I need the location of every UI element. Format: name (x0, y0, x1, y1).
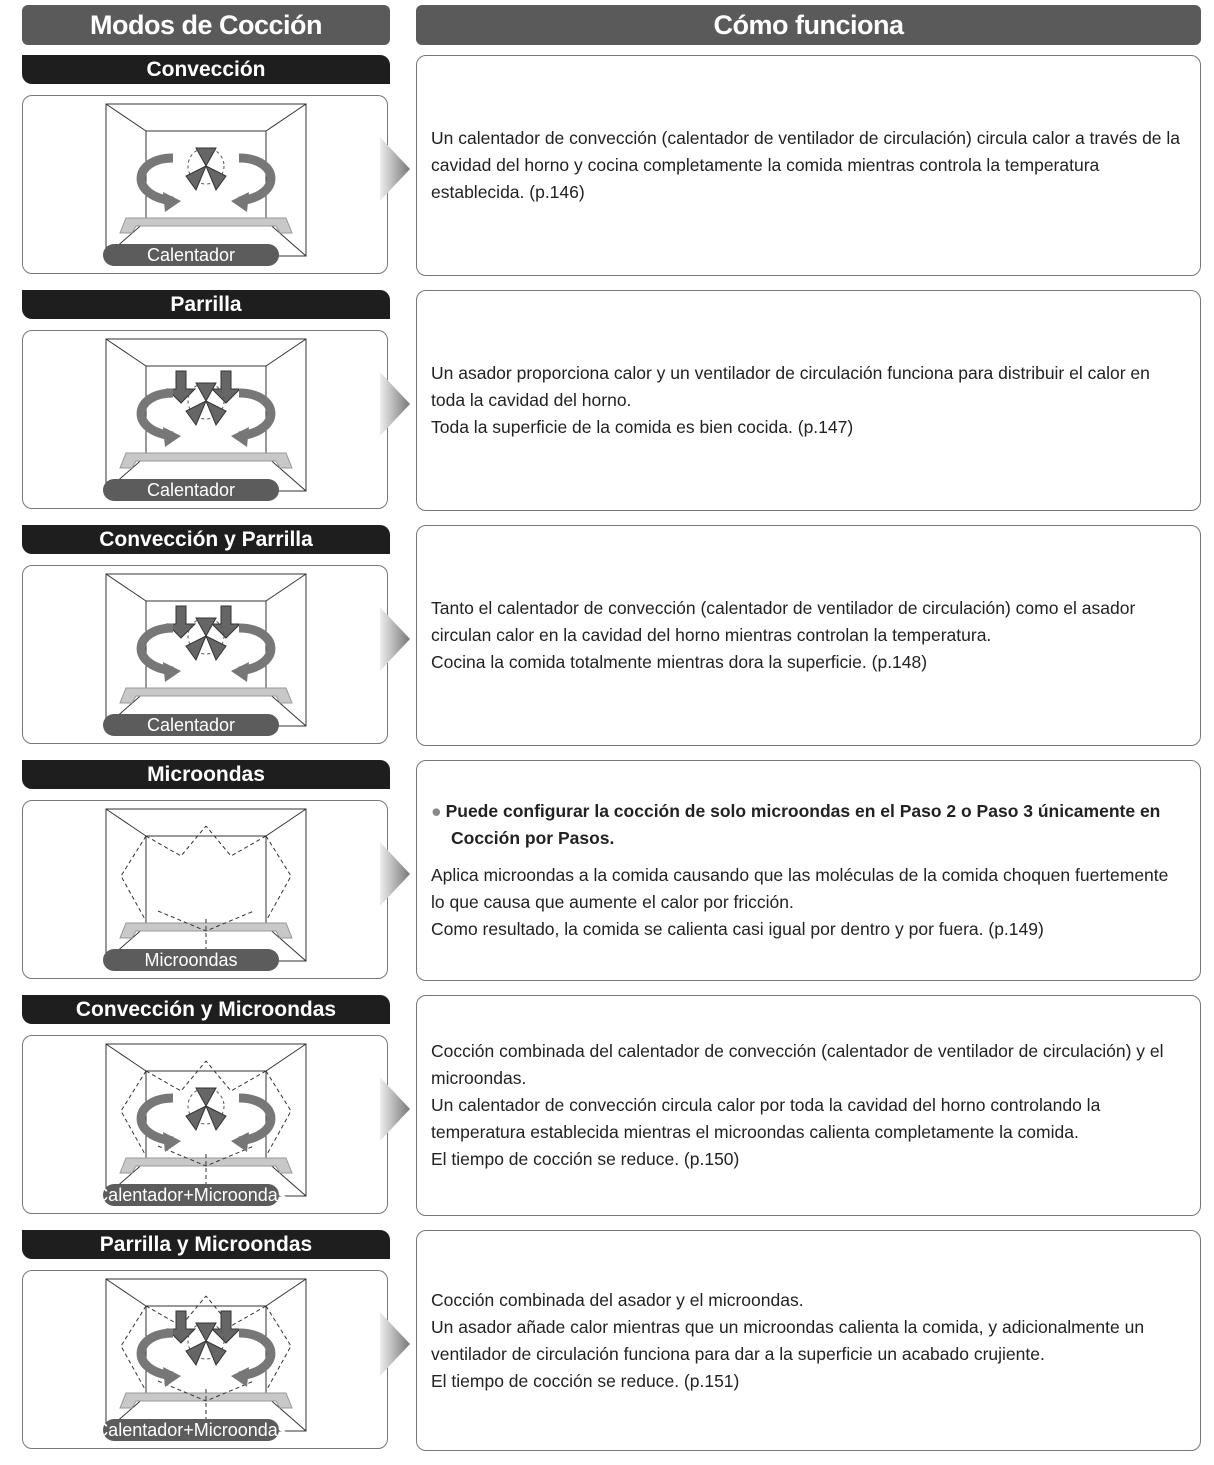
description: Cocción combinada del asador y el microo… (416, 1230, 1201, 1451)
header-right: Cómo funciona (416, 5, 1201, 45)
mode-title: Convección y Parrilla (22, 525, 390, 554)
paragraph: Un calentador de convección (calentador … (431, 128, 1181, 202)
description: Tanto el calentador de convección (calen… (416, 525, 1201, 746)
mode-row: Convección Calentador Un calentador de con… (0, 55, 1214, 290)
mode-label: Calentador (103, 244, 279, 266)
mode-title: Convección (22, 55, 390, 84)
mode-label: Calentador+Microondas (95, 1184, 287, 1206)
paragraph: Tanto el calentador de convección (calen… (431, 598, 1136, 645)
description: Puede configurar la cocción de solo micr… (416, 760, 1201, 981)
paragraph: Toda la superficie de la comida es bien … (431, 417, 854, 437)
mode-row: Convección y Microondas Calentador+Microo… (0, 995, 1214, 1230)
header-left: Modos de Cocción (22, 5, 390, 45)
mode-label: Calentador (103, 714, 279, 736)
arrow (380, 1077, 410, 1141)
paragraph: Cocción combinada del calentador de conv… (431, 1041, 1164, 1088)
illustration: Calentador+Microondas (22, 1035, 388, 1214)
mode-row: Microondas Microondas Puede configurar la … (0, 760, 1214, 995)
paragraph: Un calentador de convección circula calo… (431, 1095, 1101, 1142)
description: Un asador proporciona calor y un ventila… (416, 290, 1201, 511)
arrow (380, 1312, 410, 1376)
arrow (380, 607, 410, 671)
mode-title: Parrilla y Microondas (22, 1230, 390, 1259)
mode-row: Convección y Parrilla Calentador Tanto el … (0, 525, 1214, 760)
paragraph: El tiempo de cocción se reduce. (p.151) (431, 1370, 740, 1391)
paragraph: El tiempo de cocción se reduce. (p.150) (431, 1149, 740, 1169)
description: Cocción combinada del calentador de conv… (416, 995, 1201, 1216)
arrow (380, 842, 410, 906)
note: Puede configurar la cocción de solo micr… (431, 798, 1186, 852)
paragraph: Como resultado, la comida se calienta ca… (431, 919, 1044, 939)
mode-title: Parrilla (22, 290, 390, 319)
mode-title: Microondas (22, 760, 390, 789)
illustration: Calentador+Microondas (22, 1270, 388, 1449)
illustration: Calentador (22, 565, 388, 744)
mode-row: Parrilla Calentador Un asador proporciona … (0, 290, 1214, 525)
paragraph: Aplica microondas a la comida causando q… (431, 865, 1169, 912)
paragraph: Un asador añade calor mientras que un mi… (431, 1316, 1145, 1364)
paragraph: Cocina la comida totalmente mientras dor… (431, 652, 928, 672)
illustration: Calentador (22, 95, 388, 274)
mode-row: Parrilla y Microondas Calentador+Microond… (0, 1230, 1214, 1465)
mode-label: Microondas (103, 949, 279, 971)
illustration: Calentador (22, 330, 388, 509)
arrow (380, 372, 410, 436)
mode-label: Calentador+Microondas (95, 1419, 287, 1441)
paragraph: Cocción combinada del asador y el microo… (431, 1289, 804, 1310)
paragraph: Un asador proporciona calor y un ventila… (431, 363, 1150, 410)
arrow (380, 137, 410, 201)
illustration: Microondas (22, 800, 388, 979)
description: Un calentador de convección (calentador … (416, 55, 1201, 276)
mode-label: Calentador (103, 479, 279, 501)
mode-title: Convección y Microondas (22, 995, 390, 1024)
